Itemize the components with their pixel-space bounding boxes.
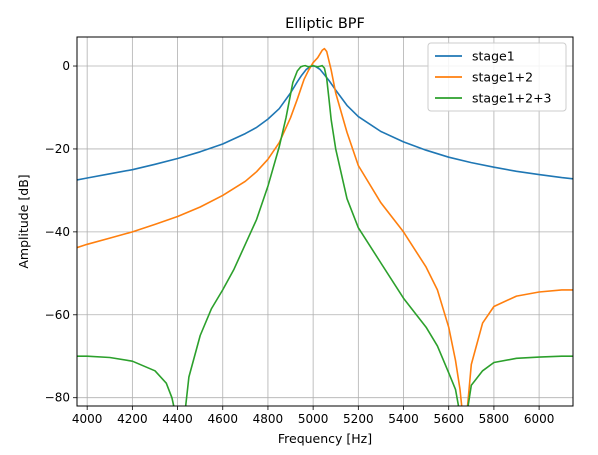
x-axis-label: Frequency [Hz]: [278, 431, 372, 446]
chart-title: Elliptic BPF: [285, 16, 365, 32]
x-tick-label: 5200: [343, 412, 374, 426]
x-tick-label: 5000: [298, 412, 329, 426]
x-tick-label: 4800: [253, 412, 284, 426]
legend-label: stage1+2: [472, 70, 533, 85]
x-tick-label: 4600: [207, 412, 238, 426]
legend-label: stage1: [472, 49, 515, 64]
y-tick-label: −80: [45, 391, 70, 405]
y-axis-label: Amplitude [dB]: [16, 174, 31, 268]
series-line-3: [77, 64, 573, 406]
legend: stage1 stage1+2 stage1+2+3: [427, 42, 567, 112]
x-tick-label: 4200: [117, 412, 148, 426]
x-tick-label: 5800: [479, 412, 510, 426]
x-tick-label: 5600: [433, 412, 464, 426]
plot-frame: [76, 36, 574, 407]
x-tick-label: 5400: [388, 412, 419, 426]
x-tick-label: 6000: [524, 412, 555, 426]
y-tick-label: 0: [62, 59, 70, 73]
x-tick-label: 4400: [162, 412, 193, 426]
y-tick-label: −20: [45, 142, 70, 156]
y-tick-label: −40: [45, 225, 70, 239]
grid-lines: [77, 37, 573, 406]
axis-ticks: 4000 4200 4400 4600 4800 5000 5200 5400 5600 5800…: [45, 59, 555, 426]
x-tick-label: 4000: [72, 412, 103, 426]
legend-label: stage1+2+3: [472, 91, 552, 106]
legend-box: [427, 42, 567, 112]
y-tick-label: −60: [45, 308, 70, 322]
